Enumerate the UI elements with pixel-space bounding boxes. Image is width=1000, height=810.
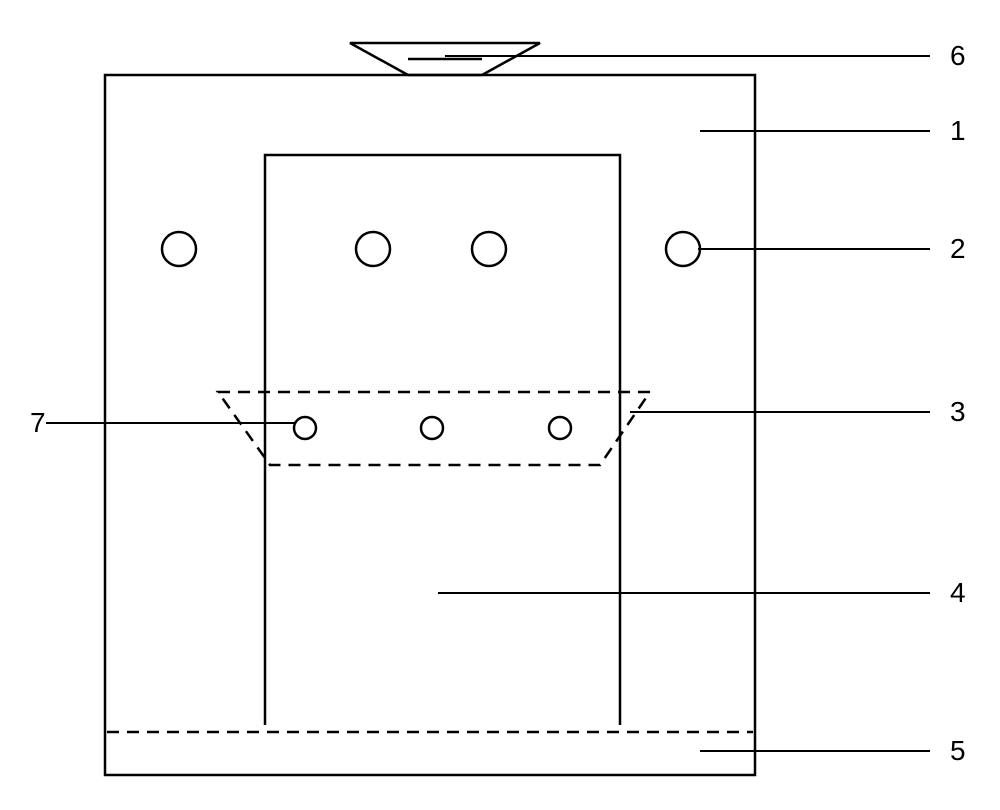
label-4: 4 bbox=[950, 577, 966, 608]
label-2: 2 bbox=[950, 233, 966, 264]
inner-vessel bbox=[265, 155, 620, 725]
label-1: 1 bbox=[950, 115, 966, 146]
label-7: 7 bbox=[30, 407, 46, 438]
small-circle-2 bbox=[421, 417, 443, 439]
label-5: 5 bbox=[950, 735, 966, 766]
label-3: 3 bbox=[950, 396, 966, 427]
large-circle-1 bbox=[162, 232, 196, 266]
small-circle-3 bbox=[549, 417, 571, 439]
technical-diagram: 1 2 3 4 5 6 7 bbox=[0, 0, 1000, 810]
small-circle-1 bbox=[294, 417, 316, 439]
large-circle-4 bbox=[666, 232, 700, 266]
label-6: 6 bbox=[950, 40, 966, 71]
outer-vessel bbox=[105, 75, 755, 775]
large-circle-3 bbox=[472, 232, 506, 266]
dashed-trapezoid bbox=[218, 392, 650, 465]
large-circle-2 bbox=[356, 232, 390, 266]
